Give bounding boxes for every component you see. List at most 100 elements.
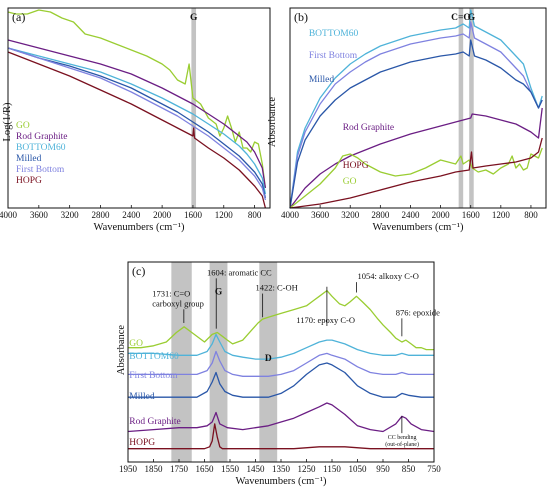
- series-hopg-line: [289, 137, 543, 209]
- y-axis-label: Log(1/R): [2, 102, 13, 142]
- band-carbonyl: [171, 262, 192, 462]
- panel-letter: (b): [294, 10, 308, 24]
- x-axis-label: Wavenumbers (cm⁻¹): [236, 476, 327, 487]
- legend-entry-go: GO: [16, 121, 30, 131]
- x-tick-label: 4000: [281, 210, 300, 220]
- label-rod-graphite: Rod Graphite: [129, 417, 180, 427]
- legend-entry-bottom60: BOTTOM60: [16, 143, 66, 153]
- series-go-line: [289, 147, 543, 209]
- series-bottom60-line: [128, 333, 434, 360]
- annotation-note-label: CC bending: [388, 435, 417, 441]
- annotation-label: 1422: C-OH: [256, 283, 298, 293]
- x-tick-label: 2400: [401, 210, 420, 220]
- band-g: [191, 8, 197, 208]
- label-first-bottom: First Bottom: [309, 51, 358, 61]
- legend-entry-first-bottom: First Bottom: [16, 165, 65, 175]
- label-go: GO: [129, 339, 143, 349]
- label-milled: Milled: [129, 392, 155, 402]
- x-tick-label: 1600: [462, 210, 481, 220]
- x-axis-label: Wavenumbers (cm⁻¹): [373, 222, 464, 233]
- x-axis-label: Wavenumbers (cm⁻¹): [94, 222, 185, 233]
- legend-entry-milled: Milled: [16, 154, 42, 164]
- band-g: [209, 262, 228, 462]
- x-tick-label: 2800: [91, 210, 110, 220]
- band-label-g: G: [190, 13, 198, 23]
- x-tick-label: 1750: [170, 464, 189, 474]
- x-tick-label: 2000: [153, 210, 172, 220]
- annotation-label: 1170: epoxy C-O: [296, 315, 355, 325]
- panel-letter: (c): [132, 264, 145, 278]
- x-tick-label: 2800: [371, 210, 390, 220]
- x-tick-label: 1600: [184, 210, 203, 220]
- label-first-bottom: First Bottom: [129, 371, 178, 381]
- x-tick-label: 4000: [0, 210, 18, 220]
- series-bottom60-line: [7, 47, 267, 195]
- x-tick-label: 1550: [221, 464, 240, 474]
- x-tick-label: 1050: [349, 464, 368, 474]
- x-tick-label: 800: [524, 210, 538, 220]
- band-label-d: D: [265, 354, 272, 364]
- panel-a: 4000 3600 3200 2800 2400 2000 1600 1200 800 G Wave…: [0, 7, 271, 233]
- series-rod-graphite-line: [289, 107, 543, 209]
- x-tick-label: 1950: [119, 464, 138, 474]
- series-rod-graphite-line: [127, 402, 435, 433]
- x-tick-label: 1150: [323, 464, 341, 474]
- x-tick-label: 3600: [311, 210, 330, 220]
- annotation-label: 876: epoxide: [396, 307, 440, 317]
- annotation-label: 1731: C=O: [152, 288, 190, 298]
- band-label-c-o: C=O: [451, 13, 471, 23]
- annotation-label: 1604: aromatic CC: [207, 267, 272, 277]
- x-tick-label: 1450: [247, 464, 266, 474]
- label-rod-graphite: Rod Graphite: [343, 123, 394, 133]
- plot-frame: [7, 7, 271, 209]
- annotation-label: 1054: alkoxy C-O: [358, 271, 419, 281]
- legend-entry-rod-graphite: Rod Graphite: [16, 132, 67, 142]
- series-go-line: [7, 9, 267, 189]
- band-label-g: G: [215, 287, 223, 297]
- panel-c: 1950 1850 1750 1650 1550 1450 1350 1250 1150 1050…: [116, 261, 441, 487]
- series-hopg-line: [7, 51, 267, 209]
- band-label-g: G: [468, 13, 476, 23]
- x-tick-label: 2400: [122, 210, 141, 220]
- series-first-bottom-line: [128, 350, 434, 377]
- label-bottom60: BOTTOM60: [309, 29, 359, 39]
- label-bottom60: BOTTOM60: [129, 352, 179, 362]
- annotation-label: carboxyl group: [152, 298, 204, 308]
- x-tick-label: 1250: [298, 464, 317, 474]
- x-tick-label: 2000: [432, 210, 451, 220]
- x-tick-label: 1350: [272, 464, 291, 474]
- series-first-bottom-line: [289, 21, 543, 209]
- label-go: GO: [343, 177, 357, 187]
- series-hopg-line: [128, 423, 434, 450]
- x-tick-label: 950: [376, 464, 390, 474]
- panel-letter: (a): [12, 10, 25, 24]
- series-milled-line: [128, 362, 434, 398]
- x-tick-label: 3200: [61, 210, 80, 220]
- series-bottom60-line: [289, 9, 543, 209]
- x-tick-label: 800: [248, 210, 262, 220]
- x-tick-label: 1200: [215, 210, 234, 220]
- legend-entry-hopg: HOPG: [16, 176, 42, 186]
- band-g: [469, 8, 474, 208]
- x-tick-label: 1650: [196, 464, 215, 474]
- series-milled-line: [7, 47, 267, 199]
- series-milled-line: [289, 39, 543, 209]
- label-hopg: HOPG: [343, 161, 369, 171]
- panel-b: 4000 3600 3200 2800 2400 2000 1600 1200 800 C=OG W…: [267, 7, 547, 233]
- label-hopg: HOPG: [129, 438, 155, 448]
- band-c-o: [458, 8, 464, 208]
- x-tick-label: 1850: [145, 464, 164, 474]
- series-rod-graphite-line: [7, 39, 267, 189]
- y-axis-label: Absorbance: [267, 97, 278, 147]
- label-milled: Milled: [309, 75, 335, 85]
- x-tick-label: 3200: [341, 210, 360, 220]
- x-tick-label: 1200: [492, 210, 511, 220]
- x-tick-label: 750: [427, 464, 441, 474]
- series-first-bottom-line: [7, 47, 267, 201]
- y-axis-label: Absorbance: [116, 325, 127, 375]
- x-tick-label: 850: [402, 464, 416, 474]
- annotation-note-label: (out-of-plane): [385, 441, 419, 448]
- x-tick-label: 3600: [30, 210, 49, 220]
- plot-frame: [289, 7, 547, 209]
